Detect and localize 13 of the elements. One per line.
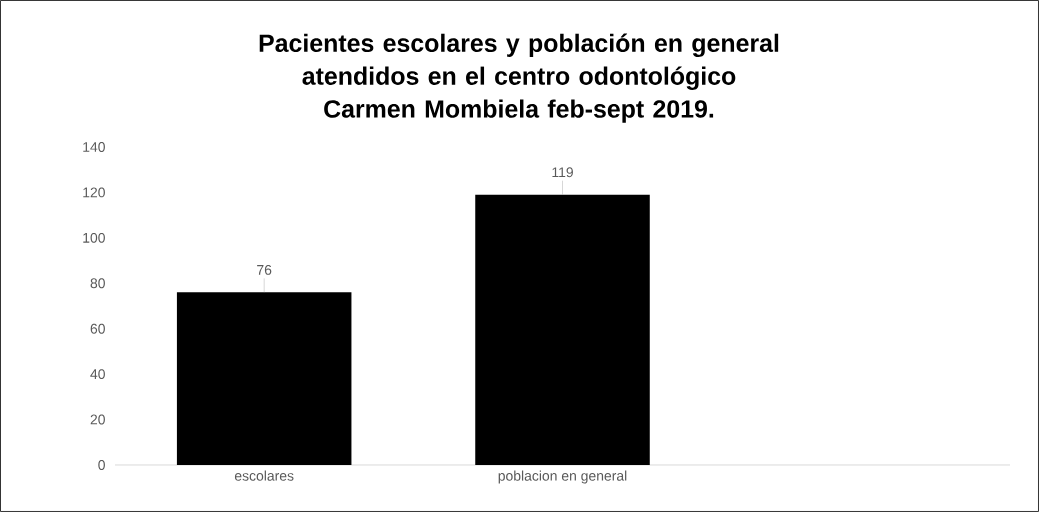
y-tick-label: 140 (83, 142, 105, 152)
chart-title: Pacientes escolares y población en general atendidos en el centro odontológico Carmen Mombiela feb-sept 2019. (259, 33, 779, 123)
y-tick-label: 20 (90, 414, 105, 425)
data-label: 119 (552, 167, 573, 178)
x-tick-label: escolares (234, 470, 294, 481)
y-tick-label: 100 (83, 232, 105, 243)
y-tick-label: 40 (90, 369, 105, 380)
y-tick-label: 0 (98, 460, 105, 470)
y-tick-label: 60 (90, 323, 105, 334)
y-tick-label: 80 (90, 278, 105, 289)
y-tick-label: 120 (83, 187, 105, 198)
x-tick-label: poblacion en general (498, 470, 627, 484)
data-label: 76 (257, 264, 272, 275)
